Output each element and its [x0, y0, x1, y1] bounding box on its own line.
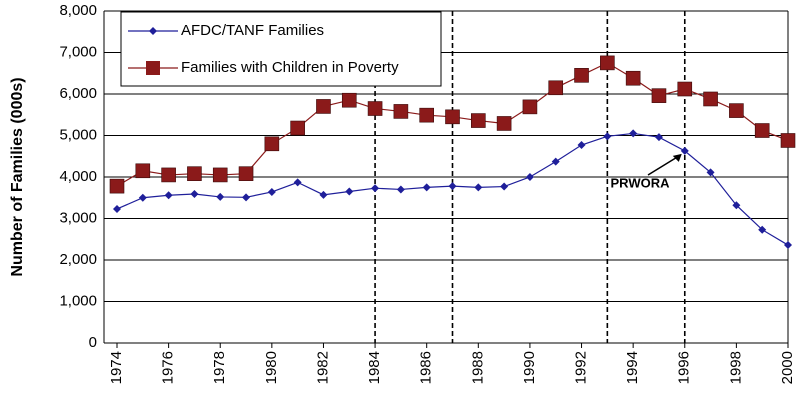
x-tick-label: 1984 — [366, 351, 383, 384]
marker — [242, 193, 251, 202]
x-tick-label: 1998 — [727, 351, 744, 384]
marker — [680, 146, 689, 155]
marker — [445, 109, 460, 125]
marker — [500, 182, 509, 191]
x-tick-label: 1996 — [676, 351, 693, 384]
marker — [548, 80, 564, 96]
x-tick-label: 1994 — [624, 351, 641, 384]
y-tick-label: 7,000 — [59, 43, 97, 60]
marker — [703, 91, 718, 107]
y-tick-label: 5,000 — [59, 126, 97, 143]
x-tick-label: 1982 — [314, 351, 331, 384]
marker — [706, 168, 715, 177]
legend-marker — [146, 61, 160, 75]
marker — [603, 132, 612, 141]
marker — [187, 166, 202, 181]
marker — [341, 92, 357, 108]
marker — [161, 167, 176, 183]
x-tick-label: 1986 — [418, 351, 435, 384]
marker — [551, 157, 560, 166]
marker — [471, 113, 486, 128]
x-tick-label: 1990 — [521, 351, 538, 384]
y-axis-title: Number of Families (000s) — [9, 77, 26, 276]
x-tick-label: 1978 — [211, 351, 228, 384]
y-tick-label: 1,000 — [59, 292, 97, 309]
legend: AFDC/TANF Families Families with Children… — [120, 11, 442, 87]
marker — [732, 201, 741, 210]
marker — [293, 178, 302, 187]
marker — [600, 55, 615, 71]
marker — [780, 133, 796, 148]
marker — [216, 192, 225, 201]
marker — [577, 141, 586, 150]
marker — [164, 191, 173, 200]
marker — [677, 81, 693, 97]
annotation: PRWORA — [611, 175, 671, 190]
marker — [496, 116, 512, 131]
marker — [319, 190, 328, 199]
y-tick-label: 3,000 — [59, 209, 97, 226]
marker — [574, 68, 589, 83]
x-tick-label: 1980 — [263, 351, 280, 384]
legend-box — [120, 11, 442, 87]
marker — [629, 129, 638, 138]
annotation-arrowhead — [672, 153, 682, 162]
marker — [448, 182, 457, 191]
marker — [419, 107, 434, 123]
marker — [109, 178, 125, 194]
marker — [371, 184, 380, 193]
marker — [422, 183, 431, 192]
marker — [396, 185, 405, 194]
marker — [474, 183, 483, 192]
marker — [212, 167, 228, 183]
x-tick-label: 1974 — [108, 351, 125, 384]
x-tick-label: 2000 — [779, 351, 796, 384]
marker — [267, 187, 276, 196]
marker — [190, 190, 199, 199]
marker — [113, 204, 121, 213]
marker — [393, 104, 409, 119]
y-tick-label: 2,000 — [59, 251, 97, 268]
x-tick-label: 1976 — [160, 351, 177, 384]
marker — [345, 187, 354, 196]
y-tick-label: 4,000 — [59, 168, 97, 185]
marker — [135, 163, 151, 179]
y-tick-label: 0 — [89, 334, 97, 351]
y-tick-label: 8,000 — [59, 2, 97, 19]
legend-marker — [149, 27, 157, 35]
marker — [525, 173, 534, 181]
marker — [367, 101, 383, 116]
marker — [238, 166, 254, 181]
legend-label: Families with Children in Poverty — [181, 59, 399, 76]
marker — [651, 88, 667, 103]
marker — [784, 241, 792, 250]
marker — [264, 136, 280, 152]
marker — [522, 99, 538, 115]
marker — [729, 103, 744, 118]
marker — [758, 225, 767, 234]
x-tick-label: 1988 — [469, 351, 486, 384]
marker — [625, 70, 641, 86]
marker — [654, 133, 663, 142]
marker — [316, 99, 331, 114]
y-tick-label: 6,000 — [59, 85, 97, 102]
marker — [138, 193, 147, 202]
marker — [754, 123, 770, 138]
x-tick-label: 1992 — [573, 351, 590, 384]
legend-label: AFDC/TANF Families — [181, 22, 324, 39]
marker — [290, 120, 305, 136]
